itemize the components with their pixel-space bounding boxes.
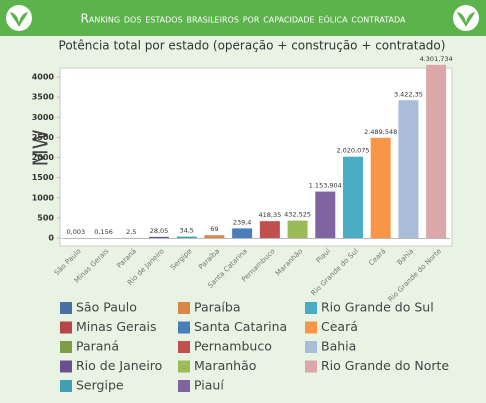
value-label: 0,156	[94, 228, 113, 236]
value-label: 34,5	[179, 227, 193, 235]
value-label: 2,5	[126, 228, 136, 236]
value-label: 0,003	[67, 228, 86, 236]
y-tick-label: 1000	[32, 193, 55, 202]
bar	[370, 137, 391, 238]
legend-swatch	[305, 341, 317, 353]
legend-swatch	[60, 341, 72, 353]
header-banner	[0, 0, 486, 36]
legend-label: Santa Catarina	[194, 319, 287, 334]
legend-label: Rio Grande do Norte	[321, 358, 449, 373]
legend-label: Paraná	[76, 339, 119, 354]
legend-swatch	[178, 341, 190, 353]
legend-label: Pernambuco	[194, 339, 272, 354]
legend-swatch	[178, 360, 190, 373]
value-label: 69	[210, 225, 218, 233]
y-tick-label: 3000	[32, 113, 55, 122]
chart-title: Ranking dos estados brasileiros por capa…	[81, 12, 407, 26]
legend-label: Maranhão	[194, 358, 256, 373]
legend-label: Bahia	[321, 339, 356, 354]
bar	[287, 220, 308, 238]
y-tick-label: 2500	[32, 133, 55, 142]
bar	[149, 236, 169, 238]
bar	[343, 156, 363, 238]
legend-swatch	[305, 302, 317, 314]
bar	[204, 235, 225, 238]
y-tick-label: 2000	[32, 153, 55, 162]
bar	[426, 64, 447, 238]
bar	[259, 221, 280, 238]
y-tick-label: 500	[37, 213, 54, 222]
legend-label: Rio de Janeiro	[76, 358, 162, 373]
leaf-icon	[453, 5, 479, 31]
value-label: 3.422,35	[394, 90, 423, 98]
value-label: 239,4	[233, 218, 252, 226]
legend-swatch	[60, 321, 72, 334]
legend-swatch	[60, 302, 72, 314]
value-label: 2.489,548	[364, 128, 397, 136]
bar	[176, 236, 197, 238]
legend-swatch	[305, 360, 317, 373]
legend-label: Paraíba	[194, 300, 241, 315]
value-label: 28,05	[150, 227, 169, 235]
legend-label: Piauí	[194, 378, 224, 393]
y-tick-label: 3500	[32, 93, 55, 102]
legend-swatch	[60, 380, 72, 392]
leaf-icon	[6, 5, 32, 31]
legend-swatch	[178, 302, 190, 314]
value-label: 4.301,734	[420, 55, 453, 63]
legend-swatch	[60, 360, 72, 373]
y-tick-label: 1500	[32, 173, 55, 182]
legend-label: São Paulo	[76, 300, 137, 315]
bar	[315, 191, 336, 238]
chart-subtitle: Potência total por estado (operação + co…	[59, 39, 446, 53]
legend-swatch	[178, 321, 190, 334]
y-tick-label: 0	[48, 234, 54, 243]
value-label: 418,35	[258, 211, 281, 219]
legend-swatch	[178, 380, 190, 392]
y-axis-label: MW	[29, 129, 53, 166]
legend-label: Ceará	[321, 319, 358, 334]
value-label: 432,525	[284, 211, 311, 219]
y-tick-label: 4000	[32, 73, 55, 82]
value-label: 2.020,075	[336, 147, 369, 155]
legend-swatch	[305, 321, 317, 334]
legend-label: Rio Grande do Sul	[321, 300, 434, 315]
legend-label: Sergipe	[76, 378, 124, 393]
bar	[398, 100, 419, 238]
bar	[232, 228, 253, 238]
legend-label: Minas Gerais	[76, 319, 157, 334]
value-label: 1.153,904	[309, 182, 342, 190]
